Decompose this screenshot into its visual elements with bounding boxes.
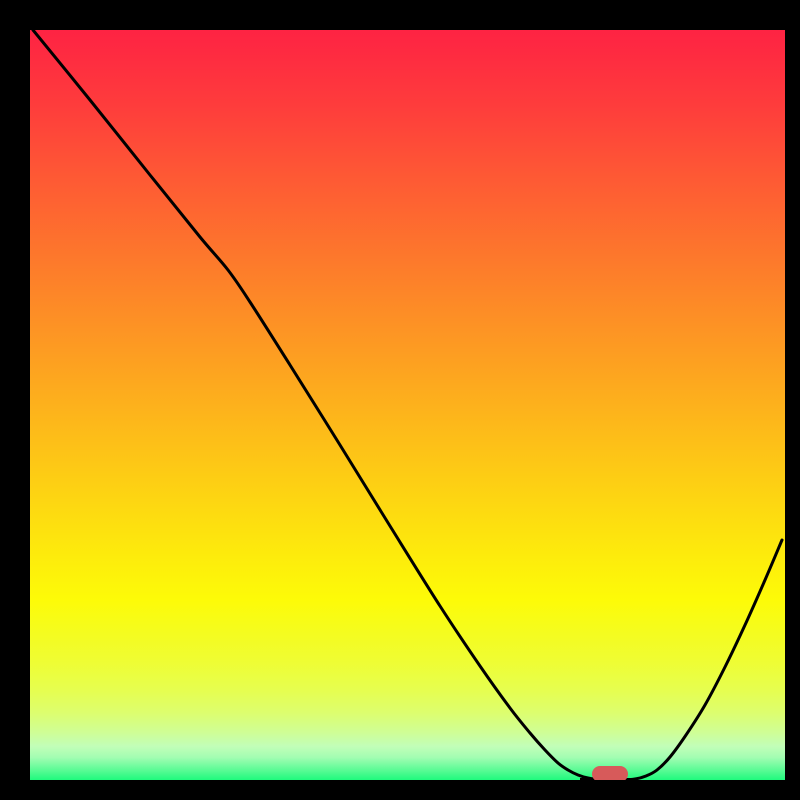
plot-area bbox=[30, 30, 785, 780]
gradient-background bbox=[30, 30, 785, 780]
optimal-marker bbox=[592, 766, 628, 780]
plot-svg bbox=[30, 30, 785, 780]
chart-root: TheBottlenecker.com bbox=[0, 0, 800, 800]
frame-right bbox=[785, 0, 800, 800]
frame-top bbox=[0, 0, 800, 30]
frame-left bbox=[0, 0, 30, 800]
frame-bottom bbox=[0, 780, 800, 800]
